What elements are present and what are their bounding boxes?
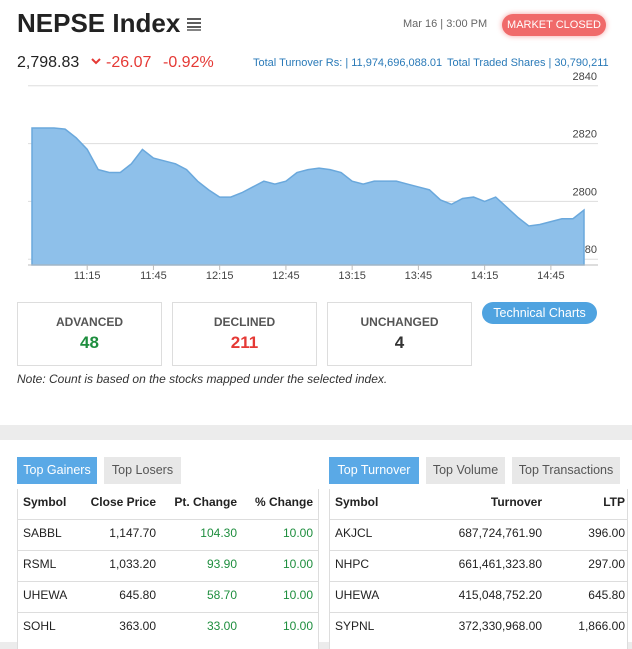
- table-cell: 93.90: [206, 557, 237, 571]
- tab[interactable]: Top Gainers: [17, 457, 97, 484]
- column-header: Symbol: [335, 495, 379, 509]
- column-header: Pt. Change: [174, 495, 237, 509]
- row-divider: [329, 581, 628, 582]
- stat-box: ADVANCED 48: [17, 302, 162, 366]
- table-cell: 33.00: [206, 619, 237, 633]
- y-tick-label: 2840: [573, 71, 597, 83]
- table-cell: 372,330,968.00: [458, 619, 542, 633]
- tab[interactable]: Top Transactions: [512, 457, 620, 484]
- traded-shares: Total Traded Shares | 30,790,211: [447, 57, 609, 69]
- row-divider: [17, 612, 319, 613]
- table-cell: SABBL: [23, 526, 62, 540]
- stat-label: UNCHANGED: [360, 315, 439, 329]
- turnover: Total Turnover Rs: | 11,974,696,088.01: [253, 57, 443, 69]
- table-cell: 10.00: [282, 526, 313, 540]
- note: Note: Count is based on the stocks mappe…: [17, 372, 388, 386]
- change: -26.07: [106, 54, 152, 71]
- table-cell: 10.00: [282, 588, 313, 602]
- area: [31, 127, 585, 266]
- stat-value: 4: [394, 333, 405, 352]
- table-cell: 415,048,752.20: [458, 588, 542, 602]
- stat-box: DECLINED 211: [172, 302, 317, 366]
- tab[interactable]: Top Turnover: [329, 457, 419, 484]
- column-header: Close Price: [90, 495, 156, 509]
- technical-charts-button[interactable]: Technical Charts: [482, 302, 597, 324]
- table-cell: UHEWA: [23, 588, 68, 602]
- table: [329, 489, 628, 649]
- table: [17, 489, 319, 649]
- table-cell: 645.80: [119, 588, 156, 602]
- stat-label: DECLINED: [213, 315, 276, 329]
- market-status: MARKET CLOSED: [502, 14, 606, 36]
- index-value: 2,798.83: [17, 54, 80, 71]
- row-divider: [17, 581, 319, 582]
- table-cell: 687,724,761.90: [458, 526, 542, 540]
- stat-label: ADVANCED: [55, 315, 124, 329]
- table-cell: 1,033.20: [109, 557, 156, 571]
- menu-icon[interactable]: [186, 17, 202, 31]
- column-header: Turnover: [490, 495, 542, 509]
- table-cell: 396.00: [588, 526, 625, 540]
- x-tick-label: 14:45: [537, 270, 565, 282]
- table-cell: 104.30: [200, 526, 237, 540]
- column-header: Symbol: [23, 495, 67, 509]
- row-divider: [329, 550, 628, 551]
- table-cell: SYPNL: [335, 619, 375, 633]
- table-cell: NHPC: [335, 557, 370, 571]
- table-cell: RSML: [23, 557, 57, 571]
- row-divider: [329, 612, 628, 613]
- x-tick-label: 12:15: [206, 270, 234, 282]
- x-tick-label: 11:45: [140, 270, 167, 282]
- table-cell: 58.70: [206, 588, 237, 602]
- stat-box: UNCHANGED 4: [327, 302, 472, 366]
- date: Mar 16 | 3:00 PM: [403, 18, 488, 30]
- x-tick-label: 11:15: [74, 270, 101, 282]
- down-arrow: [91, 58, 101, 65]
- table-cell: 645.80: [588, 588, 625, 602]
- table-cell: 297.00: [588, 557, 625, 571]
- row-divider: [329, 519, 628, 520]
- column-header: LTP: [603, 495, 625, 509]
- table-cell: 10.00: [282, 557, 313, 571]
- table-cell: SOHL: [23, 619, 56, 633]
- stat-value: 211: [230, 333, 259, 352]
- table-cell: 661,461,323.80: [458, 557, 542, 571]
- title: NEPSE Index: [17, 8, 181, 38]
- table-cell: UHEWA: [335, 588, 380, 602]
- change-pct: -0.92%: [163, 54, 214, 71]
- row-divider: [17, 550, 319, 551]
- table-cell: AKJCL: [335, 526, 373, 540]
- stat-value: 48: [80, 333, 99, 352]
- tab[interactable]: Top Volume: [426, 457, 505, 484]
- y-tick-label: 2820: [573, 129, 597, 141]
- y-tick-label: 2800: [573, 186, 597, 198]
- table-cell: 1,147.70: [109, 526, 156, 540]
- x-tick-label: 13:15: [338, 270, 366, 282]
- row-divider: [17, 519, 319, 520]
- tab[interactable]: Top Losers: [104, 457, 181, 484]
- table-cell: 1,866.00: [578, 619, 625, 633]
- table-cell: 10.00: [282, 619, 313, 633]
- x-tick-label: 14:15: [471, 270, 499, 282]
- table-cell: 363.00: [119, 619, 156, 633]
- column-header: % Change: [254, 495, 313, 509]
- x-tick-label: 13:45: [405, 270, 433, 282]
- x-tick-label: 12:45: [272, 270, 300, 282]
